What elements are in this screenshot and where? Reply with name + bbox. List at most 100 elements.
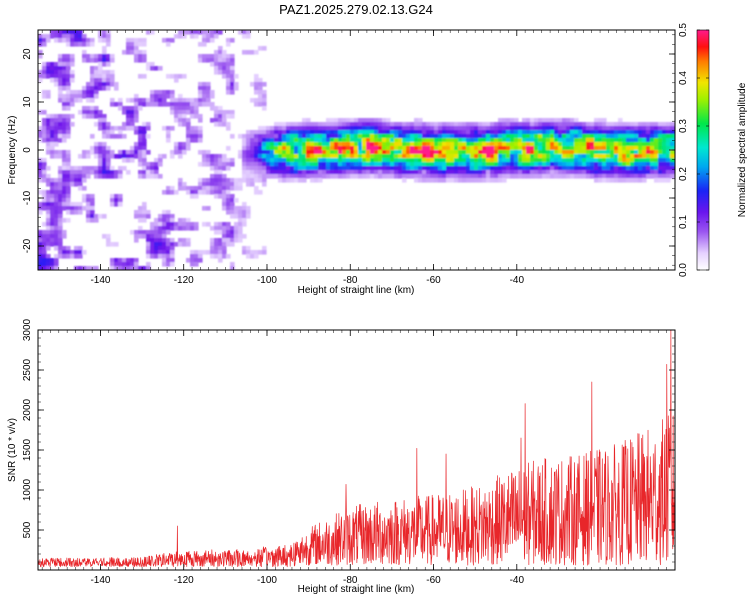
spectrogram-cell — [54, 142, 59, 147]
spectrogram-cell — [110, 150, 115, 155]
spectrogram-cell — [410, 130, 415, 135]
spectrogram-cell — [302, 162, 307, 167]
spectrogram-cell — [318, 142, 323, 147]
spectrogram-cell — [122, 266, 127, 270]
spectrogram-cell — [390, 138, 395, 143]
spectrogram-cell — [150, 250, 155, 255]
spectrogram-cell — [622, 146, 627, 151]
spectrogram-cell — [98, 170, 103, 175]
spectrogram-cell — [174, 118, 179, 123]
spectrogram-cell — [458, 134, 463, 139]
spectrogram-cell — [434, 126, 439, 131]
spectrogram-cell — [134, 214, 139, 219]
spectrogram-cell — [238, 226, 243, 231]
spectrogram-cell — [314, 178, 319, 183]
spectrogram-cell — [522, 158, 527, 163]
spectrogram-cell — [214, 166, 219, 171]
spectrogram-cell — [494, 162, 499, 167]
spectrogram-cell — [554, 130, 559, 135]
spectrogram-cell — [498, 170, 503, 175]
spectrogram-cell — [62, 98, 67, 103]
spectrogram-cell — [62, 150, 67, 155]
spectrogram-cell — [214, 170, 219, 175]
spectrogram-cell — [534, 150, 539, 155]
spectrogram-cell — [418, 178, 423, 183]
spectrogram-cell — [666, 162, 671, 167]
spectrogram-cell — [438, 134, 443, 139]
spectrogram-cell — [74, 182, 79, 187]
spectrogram-cell — [302, 122, 307, 127]
spectrogram-cell — [614, 134, 619, 139]
spectrogram-cell — [230, 234, 235, 239]
spectrogram-cell — [142, 214, 147, 219]
spectrogram-cell — [370, 150, 375, 155]
spectrogram-cell — [574, 154, 579, 159]
spectrogram-cell — [614, 178, 619, 183]
spectrogram-cell — [114, 86, 119, 91]
spectrogram-cell — [202, 42, 207, 47]
spectrogram-cell — [662, 138, 667, 143]
spectrogram-cell — [234, 178, 239, 183]
spectrogram-cell — [466, 146, 471, 151]
spectrogram-cell — [594, 126, 599, 131]
spectrogram-cell — [130, 126, 135, 131]
spectrogram-cell — [442, 126, 447, 131]
spectrogram-cell — [258, 166, 263, 171]
spectrogram-cell — [270, 170, 275, 175]
spectrogram-cell — [194, 250, 199, 255]
spectrogram-cell — [394, 122, 399, 127]
spectrogram-cell — [170, 126, 175, 131]
spectrogram-cell — [662, 146, 667, 151]
spectrogram-cell — [282, 174, 287, 179]
spectrogram-cell — [246, 250, 251, 255]
spectrogram-cell — [330, 146, 335, 151]
spectrogram-cell — [62, 102, 67, 107]
spectrogram-cell — [174, 150, 179, 155]
spectrogram-cell — [646, 126, 651, 131]
spectrogram-cell — [350, 138, 355, 143]
spectrogram-cell — [366, 170, 371, 175]
spectrogram-cell — [478, 174, 483, 179]
spectrogram-cell — [210, 186, 215, 191]
spectrogram-cell — [410, 162, 415, 167]
spectrogram-cell — [346, 126, 351, 131]
spectrogram-cell — [670, 158, 675, 163]
spectrogram-cell — [282, 146, 287, 151]
spectrogram-cell — [266, 162, 271, 167]
spectrogram-cell — [478, 178, 483, 183]
spectrogram-cell — [334, 174, 339, 179]
spectrogram-cell — [562, 162, 567, 167]
spectrogram-cell — [230, 158, 235, 163]
spectrogram-cell — [306, 158, 311, 163]
spectrogram-cell — [198, 186, 203, 191]
spectrogram-cell — [342, 122, 347, 127]
spectrogram-cell — [578, 142, 583, 147]
spectrogram-cell — [42, 158, 47, 163]
spectrogram-cell — [210, 102, 215, 107]
spectrogram-cell — [594, 170, 599, 175]
spectrogram-cell — [270, 138, 275, 143]
spectrogram-cell — [70, 34, 75, 39]
spectrogram-cell — [38, 254, 43, 259]
spectrogram-cell — [426, 134, 431, 139]
spectrogram-cell — [142, 230, 147, 235]
spectrogram-cell — [154, 90, 159, 95]
spectrogram-cell — [50, 214, 55, 219]
spectrogram-cell — [266, 154, 271, 159]
spectrogram-cell — [490, 154, 495, 159]
spectrogram-cell — [154, 98, 159, 103]
spectrogram-cell — [570, 158, 575, 163]
spectrogram-cell — [210, 166, 215, 171]
spectrogram-cell — [610, 174, 615, 179]
spectrogram-cell — [42, 250, 47, 255]
spectrogram-cell — [50, 202, 55, 207]
spectrogram-cell — [666, 130, 671, 135]
spectrogram-cell — [606, 146, 611, 151]
spectrogram-cell — [166, 246, 171, 251]
spectrogram-cell — [242, 174, 247, 179]
spectrogram-cell — [274, 142, 279, 147]
spectrogram-cell — [66, 150, 71, 155]
spectrogram-cell — [126, 258, 131, 263]
spectrogram-cell — [538, 134, 543, 139]
spectrogram-cell — [54, 182, 59, 187]
